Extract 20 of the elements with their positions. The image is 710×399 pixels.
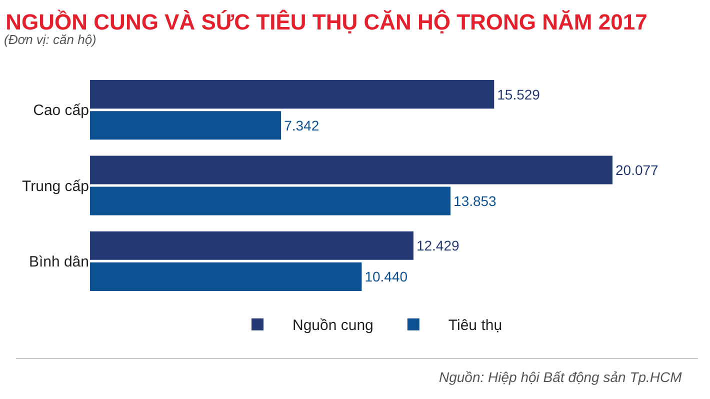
data-label: 12.429 [416, 238, 460, 254]
legend-label: Tiêu thụ [448, 317, 502, 334]
bar [90, 156, 612, 184]
data-label: 10.440 [364, 268, 408, 285]
legend-label: Nguồn cung [292, 317, 374, 334]
bar [90, 262, 362, 291]
y-tick-label: Trung cấp [22, 178, 89, 195]
y-tick-label: Bình dân [28, 253, 89, 270]
data-label: 13.853 [454, 193, 497, 210]
bar [90, 231, 414, 260]
bar [90, 111, 282, 140]
bar [90, 80, 494, 109]
chart-title: NGUỒN CUNG VÀ SỨC TIÊU THỤ CĂN HỘ TRONG NĂM 2017 [6, 9, 648, 34]
data-label: 20.077 [616, 162, 659, 178]
data-label: 15.529 [497, 86, 540, 102]
y-tick-label: Cao cấp [33, 102, 89, 120]
chart-subtitle: (Đơn vị: căn hộ) [4, 32, 96, 47]
text: Nguồn: Hiệp hội Bất động sản Tp.HCM [439, 369, 682, 385]
bar [90, 186, 451, 216]
data-label: 7.342 [284, 117, 320, 134]
